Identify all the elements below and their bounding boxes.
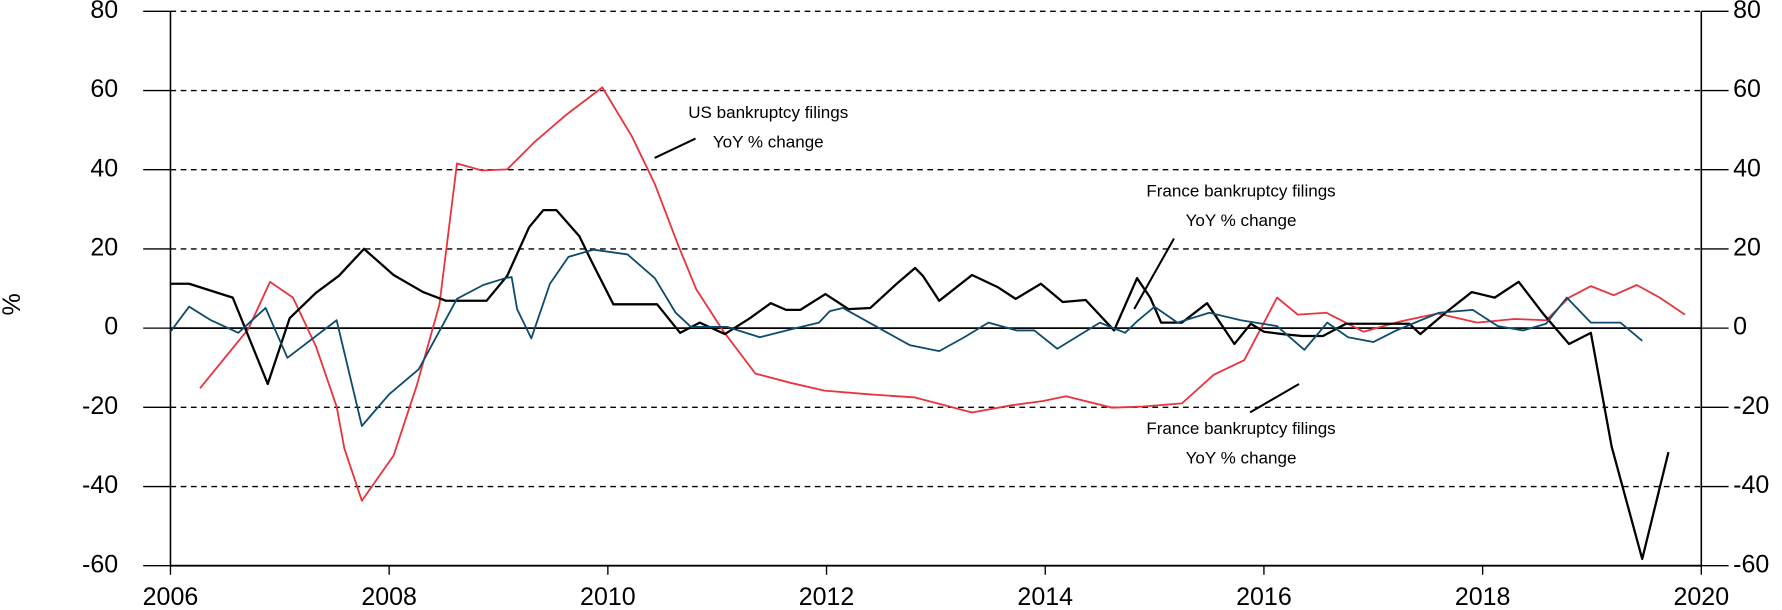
y2-tick-label: 40 [1733, 154, 1761, 182]
series-line [170, 209, 1670, 561]
y2-tick-label: 60 [1733, 75, 1761, 103]
x-tick-label: 2008 [361, 583, 417, 610]
y2-tick-label: 80 [1733, 0, 1761, 24]
annotation-text: US bankruptcy filings [688, 103, 848, 122]
y-axis-label: % [0, 293, 26, 315]
y-tick-label: -20 [82, 392, 118, 420]
x-tick-label: 2020 [1674, 583, 1730, 610]
y2-tick-label: -60 [1733, 550, 1769, 578]
x-tick-label: 2016 [1236, 583, 1292, 610]
series-line [199, 86, 1686, 502]
annotation-text: YoY % change [1186, 448, 1297, 467]
y2-tick-label: 0 [1733, 313, 1747, 341]
annotation-text: France bankruptcy filings [1146, 181, 1335, 200]
y2-tick-label: 20 [1733, 234, 1761, 262]
y-tick-label: -60 [82, 550, 118, 578]
x-tick-label: 2018 [1455, 583, 1511, 610]
annotation-pointer [1249, 383, 1300, 414]
y-tick-label: 20 [90, 234, 118, 262]
y-tick-label: 40 [90, 154, 118, 182]
x-tick-label: 2012 [799, 583, 855, 610]
x-tick-label: 2014 [1017, 583, 1073, 610]
x-tick-label: 2010 [580, 583, 636, 610]
annotation-text: YoY % change [1186, 211, 1297, 230]
y-tick-label: 80 [90, 0, 118, 24]
series-line [169, 248, 1643, 427]
y-tick-label: 0 [104, 313, 118, 341]
x-tick-label: 2006 [143, 583, 199, 610]
y-tick-label: -40 [82, 471, 118, 499]
y-tick-label: 60 [90, 75, 118, 103]
annotation-pointer [654, 137, 696, 159]
annotation-pointer [1133, 238, 1175, 310]
y2-tick-label: -20 [1733, 392, 1769, 420]
annotation-text: YoY % change [713, 133, 824, 152]
annotation-text: France bankruptcy filings [1146, 419, 1335, 438]
y2-tick-label: -40 [1733, 471, 1769, 499]
